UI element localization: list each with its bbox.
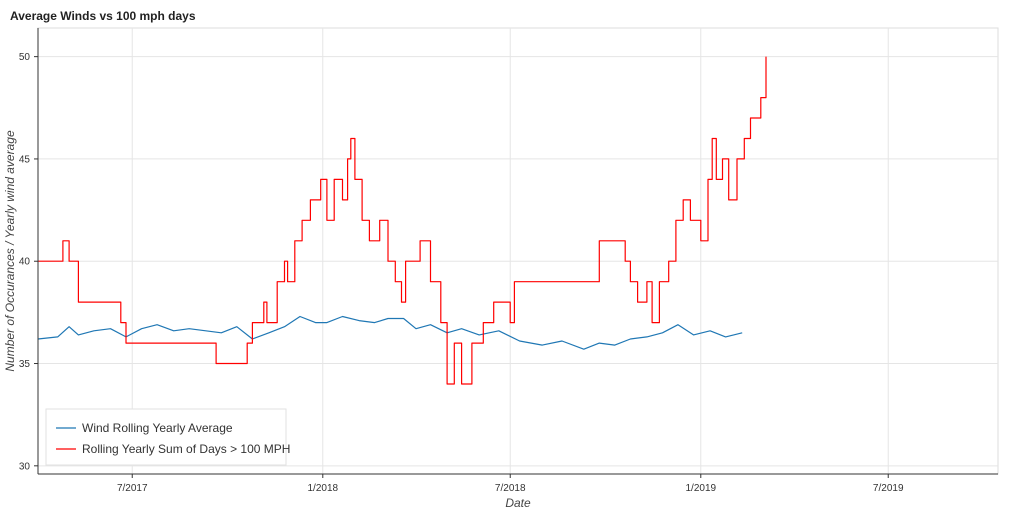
series-layer (37, 56, 767, 385)
series-line-wind-average (37, 315, 743, 350)
legend-label-days: Rolling Yearly Sum of Days > 100 MPH (82, 442, 290, 456)
x-tick-label: 1/2018 (307, 483, 338, 494)
legend-box (45, 408, 287, 466)
y-axis-label: Number of Occurances / Yearly wind avera… (3, 130, 17, 372)
y-ticks: 30 35 40 45 50 (19, 52, 38, 472)
legend: Wind Rolling Yearly Average Rolling Year… (45, 408, 290, 466)
y-tick-label: 30 (19, 461, 31, 472)
x-tick-label: 7/2017 (117, 483, 148, 494)
x-axis-label: Date (505, 496, 531, 510)
y-tick-label: 50 (19, 52, 31, 63)
chart-title: Average Winds vs 100 mph days (10, 9, 196, 23)
y-tick-label: 35 (19, 359, 31, 370)
grid (38, 28, 998, 474)
x-tick-label: 7/2019 (873, 483, 904, 494)
legend-label-wind: Wind Rolling Yearly Average (82, 421, 233, 435)
series-line-days-over-100mph (38, 56, 767, 385)
y-tick-label: 45 (19, 154, 31, 165)
x-tick-label: 7/2018 (495, 483, 526, 494)
x-tick-label: 1/2019 (685, 483, 716, 494)
plot-frame (37, 27, 999, 475)
y-tick-label: 40 (19, 257, 31, 268)
x-ticks: 7/2017 1/2018 7/2018 1/2019 7/2019 (117, 474, 904, 494)
